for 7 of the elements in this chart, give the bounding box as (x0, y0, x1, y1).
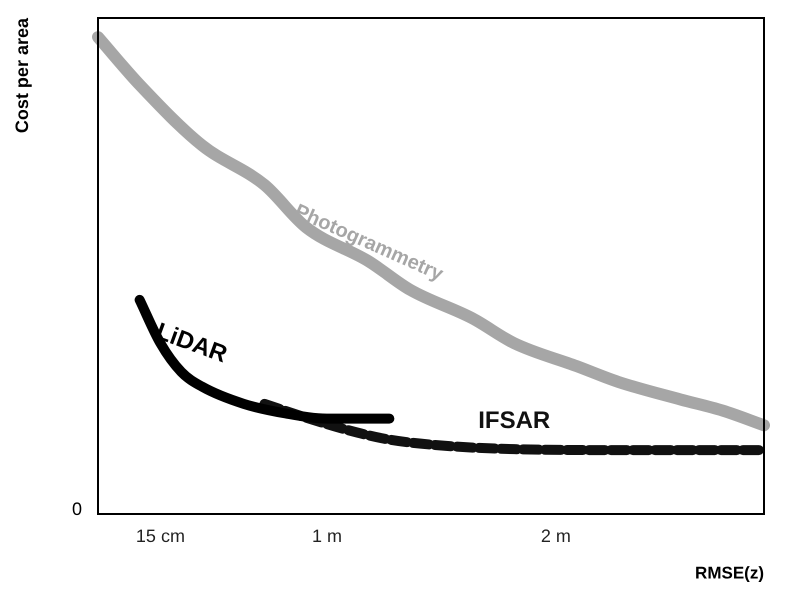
x-axis-title: RMSE(z) (695, 563, 764, 582)
series-label: IFSAR (478, 406, 550, 434)
x-tick-label: 2 m (540, 526, 571, 546)
x-tick-label: 1 m (312, 526, 342, 546)
x-tick-label: 15 cm (136, 526, 185, 546)
text: 0 (72, 498, 82, 519)
y-axis-title: Cost per area (12, 17, 32, 134)
